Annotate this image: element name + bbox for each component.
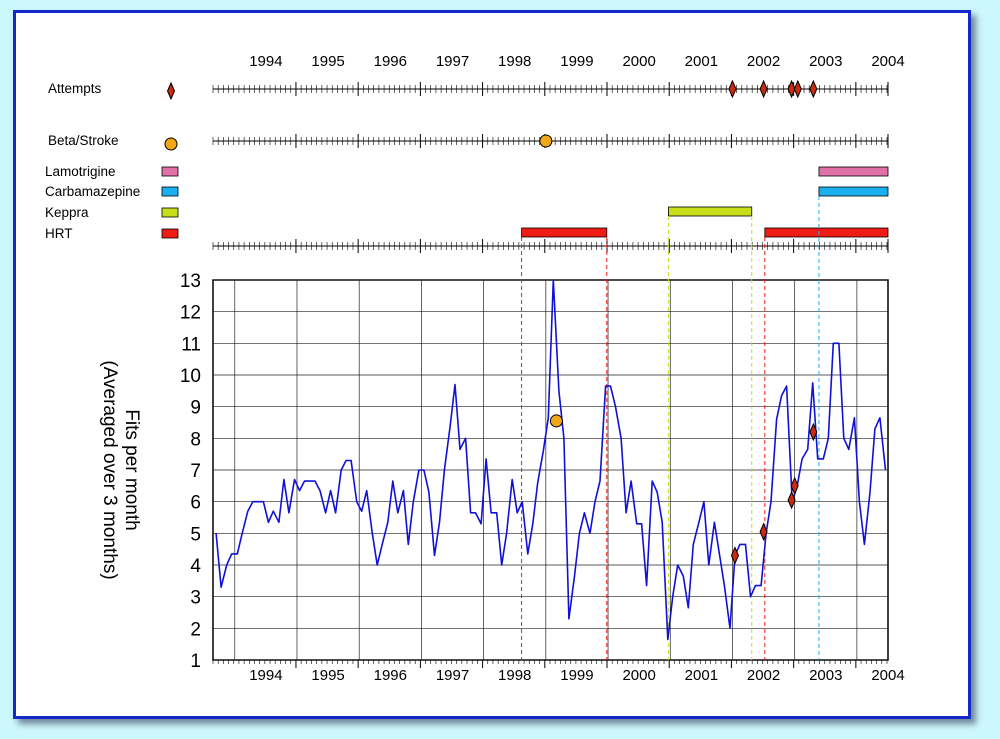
x-tick-label: 1998	[498, 667, 531, 684]
chart-frame: 1994 1995 1996 1997 1998 1999 2000 2001 2002 2003…	[13, 10, 971, 719]
y-tick-label: 6	[190, 493, 201, 514]
x-tick-label: 2001	[685, 667, 718, 684]
y-tick-label: 1	[190, 651, 201, 672]
medication-label-hrt: HRT	[45, 226, 73, 241]
beta-legend-marker	[164, 137, 178, 151]
top-year-label: 1995	[311, 53, 344, 70]
y-tick-label: 11	[181, 334, 201, 355]
medication-legend-swatch-keppra	[161, 207, 179, 218]
top-year-label: 2000	[622, 53, 655, 70]
medication-bar-carbamazepine	[818, 186, 889, 197]
attempt-event-marker	[728, 79, 737, 99]
y-tick-label: 8	[190, 429, 201, 450]
medication-legend-swatch-lamotrigine	[161, 166, 179, 177]
medication-bar-lamotrigine	[818, 166, 889, 177]
top-year-label: 1994	[249, 53, 282, 70]
attempt-event-marker	[759, 79, 768, 99]
x-tick-label: 1994	[249, 667, 282, 684]
medication-label-carbamazepine: Carbamazepine	[45, 184, 140, 199]
x-tick-label: 2002	[747, 667, 780, 684]
top-year-label: 1998	[498, 53, 531, 70]
x-tick-label: 1996	[374, 667, 407, 684]
y-tick-label: 7	[190, 461, 201, 482]
chart-attempt-marker	[809, 422, 818, 442]
medication-bar-hrt	[764, 227, 889, 238]
medication-bar-hrt	[521, 227, 608, 238]
chart-beta-marker	[549, 414, 563, 428]
chart-attempt-marker	[790, 476, 799, 496]
y-axis-label-line: (Averaged over 3 months)	[99, 360, 120, 579]
fits-chart: 1994 1995 1996 1997 1998 1999 2000 2001 2002 2003…	[45, 53, 905, 684]
top-year-label: 2004	[871, 53, 904, 70]
medication-legend-swatch-carbamazepine	[161, 186, 179, 197]
top-year-label: 2003	[809, 53, 842, 70]
x-tick-label: 2003	[809, 667, 842, 684]
y-tick-label: 3	[190, 588, 201, 609]
attempt-event-marker	[809, 79, 818, 99]
beta-event-marker	[539, 134, 553, 148]
top-year-label: 1996	[374, 53, 407, 70]
y-tick-label: 5	[190, 524, 201, 545]
attempts-label: Attempts	[48, 81, 102, 96]
y-tick-label: 4	[190, 556, 201, 577]
x-tick-label: 2004	[871, 667, 904, 684]
attempt-event-marker	[793, 79, 802, 99]
medication-legend-swatch-hrt	[161, 228, 179, 239]
x-tick-label: 1999	[560, 667, 593, 684]
medication-bar-keppra	[667, 206, 753, 217]
medication-label-keppra: Keppra	[45, 205, 89, 220]
top-year-label: 1999	[560, 53, 593, 70]
fits-series-line	[215, 279, 887, 641]
top-year-label: 2001	[685, 53, 718, 70]
x-tick-label: 1995	[311, 667, 344, 684]
y-tick-label: 2	[190, 619, 201, 640]
y-axis-label: Fits per month(Averaged over 3 months)	[99, 360, 142, 579]
chart-attempt-marker	[787, 490, 796, 510]
chart-attempt-marker	[759, 522, 768, 541]
y-tick-label: 9	[190, 398, 201, 419]
top-year-label: 2002	[747, 53, 780, 70]
top-year-label: 1997	[436, 53, 469, 70]
beta-stroke-label: Beta/Stroke	[48, 133, 119, 148]
y-axis-label-line: Fits per month	[121, 409, 142, 530]
medication-label-lamotrigine: Lamotrigine	[45, 164, 116, 179]
attempts-legend-marker	[166, 81, 176, 101]
x-tick-label: 2000	[622, 667, 655, 684]
x-tick-label: 1997	[436, 667, 469, 684]
y-tick-label: 13	[180, 271, 201, 292]
chart-attempt-marker	[730, 546, 740, 565]
y-tick-label: 10	[180, 366, 201, 387]
attempt-event-marker	[787, 79, 796, 99]
y-tick-label: 12	[180, 303, 201, 324]
